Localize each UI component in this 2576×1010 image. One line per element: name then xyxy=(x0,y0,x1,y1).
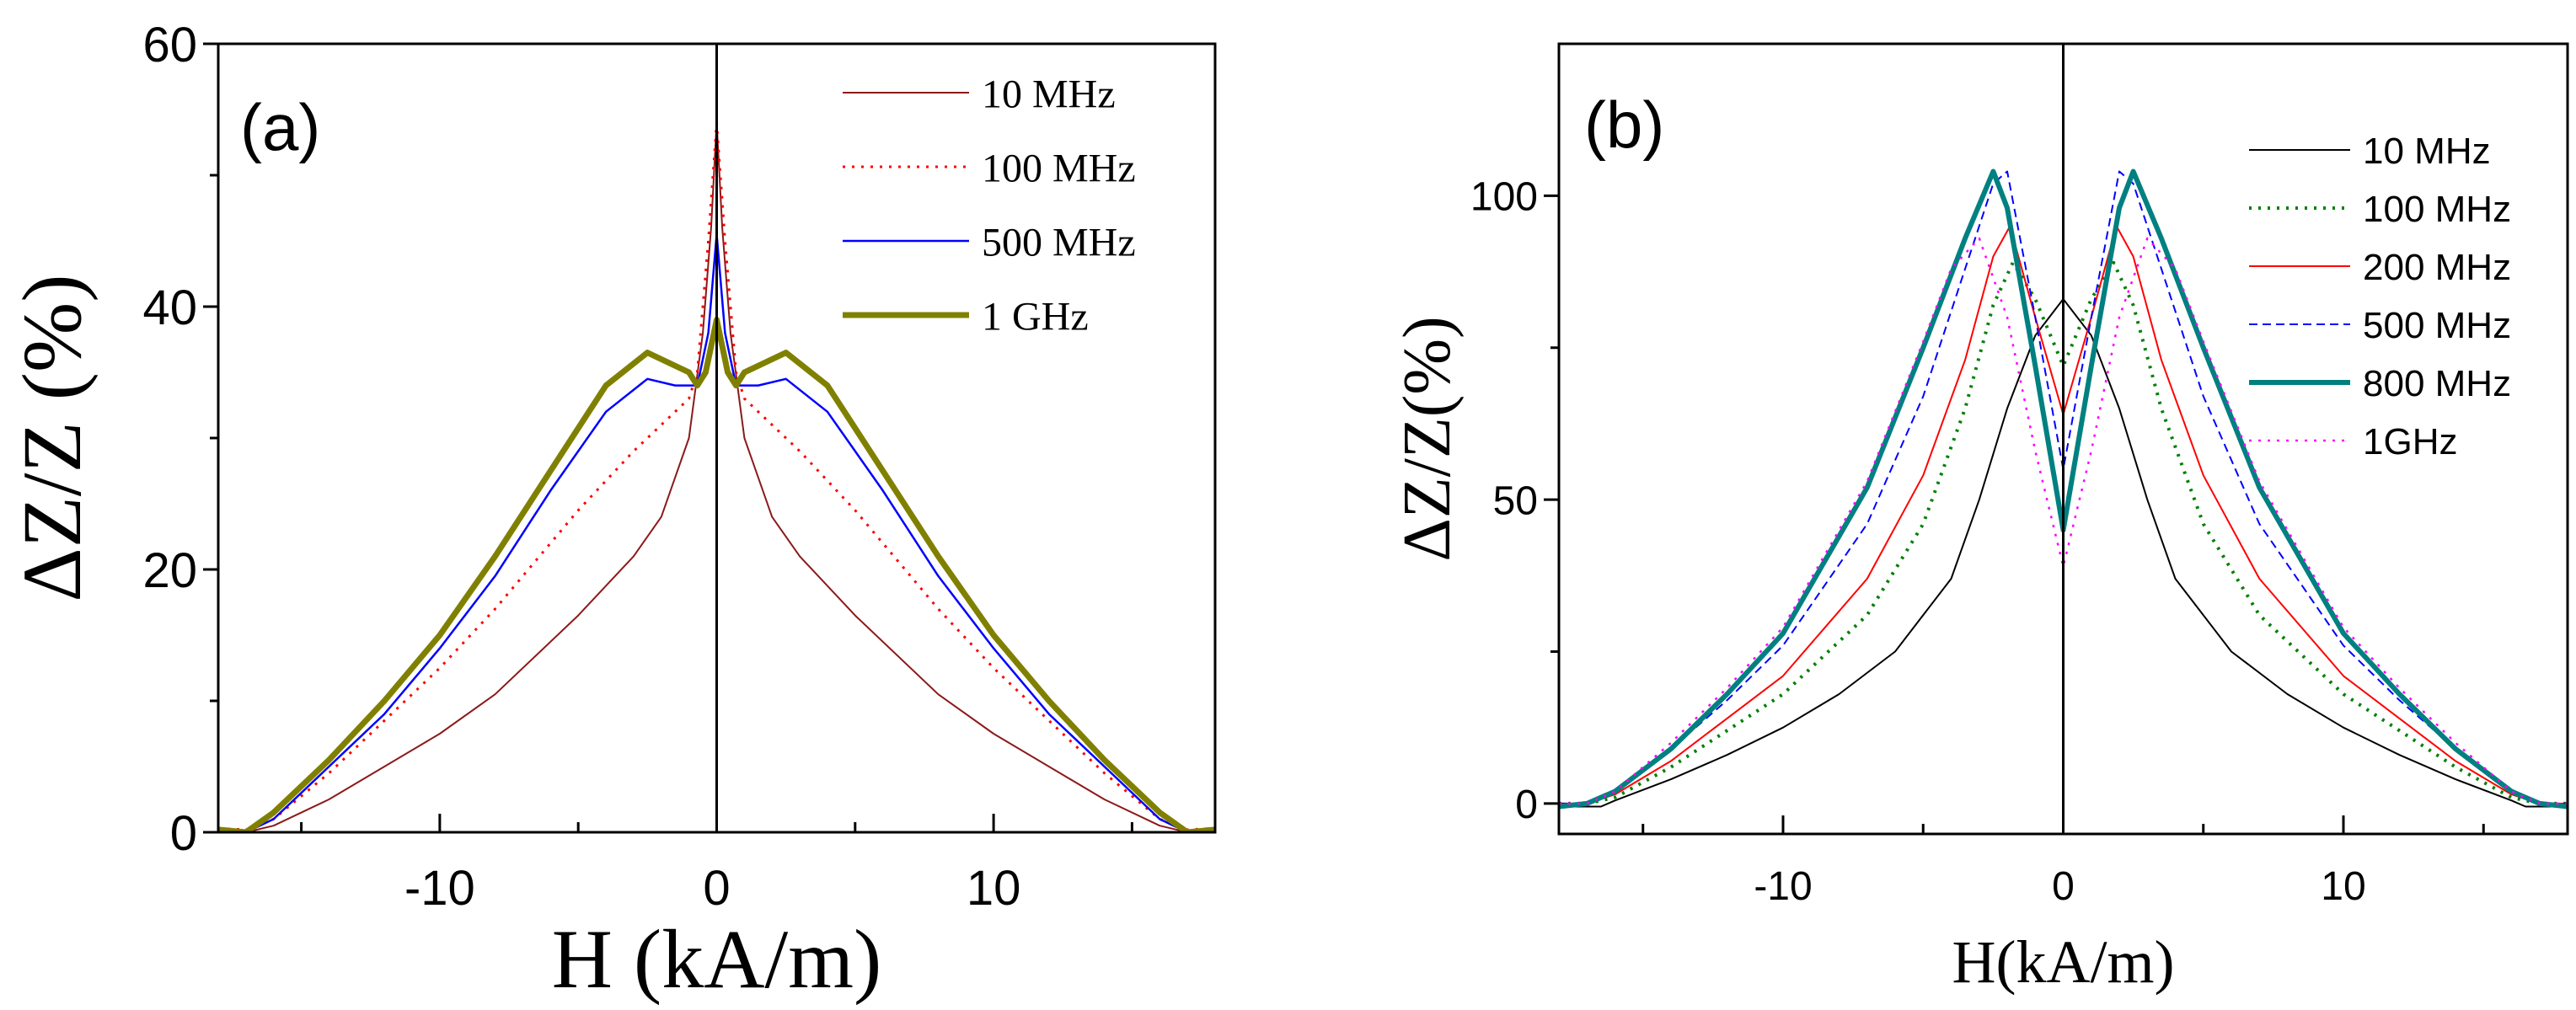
x-tick-label: 10 xyxy=(2321,864,2365,909)
x-tick-label: 10 xyxy=(967,861,1021,916)
legend-label: 100 MHz xyxy=(982,146,1136,190)
legend-label: 800 MHz xyxy=(2363,363,2511,404)
panel-label: (a) xyxy=(240,90,320,164)
legend-label: 200 MHz xyxy=(2363,247,2511,288)
series-line-100-mhz xyxy=(1559,260,2568,805)
y-tick-label: 60 xyxy=(142,18,197,72)
x-tick-label: -10 xyxy=(1754,864,1812,909)
x-axis-label: H (kA/m) xyxy=(552,912,882,1006)
y-tick-label: 20 xyxy=(142,543,197,598)
legend-label: 10 MHz xyxy=(982,72,1116,116)
panel-b: 10 MHz 100 MHz 200 MHz 500 MHz 800 MHz 1GHz -1… xyxy=(1390,42,2569,996)
series-line-500-mhz xyxy=(1559,170,2568,804)
y-axis-label: ΔZ/Z(%) xyxy=(1390,316,1465,561)
x-tick-label: 0 xyxy=(2052,864,2075,909)
y-tick-label: 0 xyxy=(170,806,197,861)
legend-label: 100 MHz xyxy=(2363,189,2511,230)
legend-label: 1GHz xyxy=(2363,421,2457,462)
legend-label: 500 MHz xyxy=(982,220,1136,265)
y-tick-label: 100 xyxy=(1470,175,1538,220)
y-tick-label: 50 xyxy=(1493,478,1538,523)
panel-label: (b) xyxy=(1584,88,1664,162)
x-tick-label: 0 xyxy=(703,861,730,916)
legend-label: 10 MHz xyxy=(2363,131,2491,172)
legend-label: 1 GHz xyxy=(982,294,1089,339)
legend-label: 500 MHz xyxy=(2363,305,2511,346)
y-tick-label: 40 xyxy=(142,281,197,335)
y-axis-label: ΔZ/Z (%) xyxy=(5,274,99,601)
panel-a: 10 MHz 100 MHz 500 MHz 1 GHz -10 0 10 0 20 40 60 H … xyxy=(5,18,1217,1006)
y-tick-label: 0 xyxy=(1515,783,1538,827)
x-tick-label: -10 xyxy=(404,861,475,916)
x-axis-label: H(kA/m) xyxy=(1952,928,2175,996)
